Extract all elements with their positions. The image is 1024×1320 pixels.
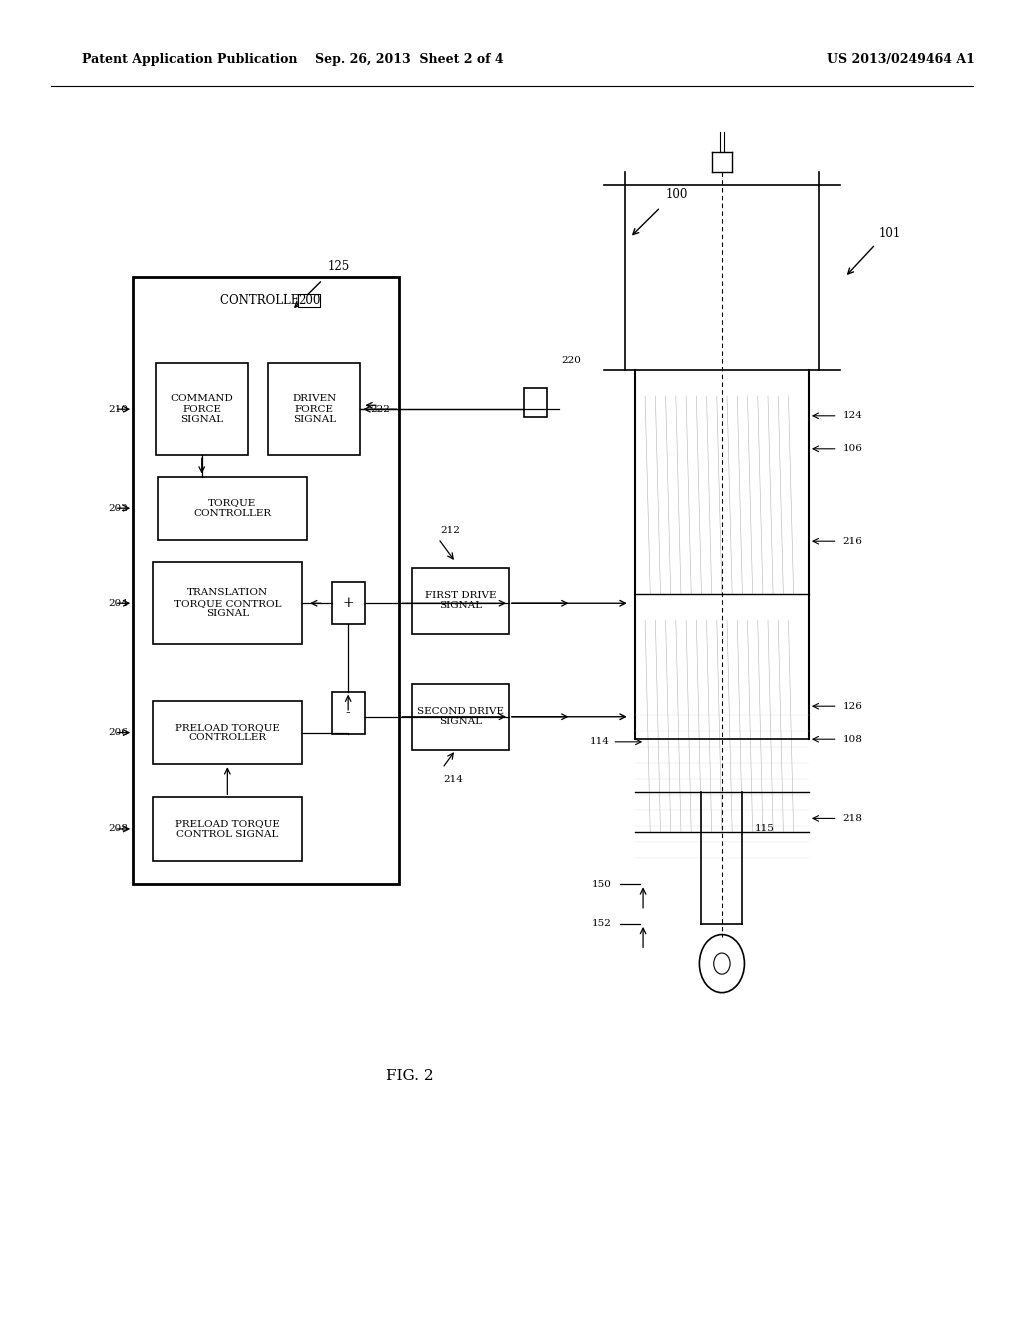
Text: 100: 100 — [666, 187, 688, 201]
Text: FIG. 2: FIG. 2 — [386, 1069, 433, 1082]
Text: 152: 152 — [592, 920, 611, 928]
Bar — [154, 797, 301, 861]
Text: COMMAND
FORCE
SIGNAL: COMMAND FORCE SIGNAL — [170, 395, 233, 424]
Text: 208: 208 — [109, 825, 128, 833]
Text: 216: 216 — [843, 537, 862, 545]
Text: 108: 108 — [843, 735, 862, 743]
Bar — [412, 568, 510, 634]
Bar — [154, 701, 301, 764]
Text: TRANSLATION
TORQUE CONTROL
SIGNAL: TRANSLATION TORQUE CONTROL SIGNAL — [174, 589, 281, 618]
Text: 214: 214 — [443, 775, 463, 784]
Text: -: - — [346, 706, 350, 719]
Text: TORQUE
CONTROLLER: TORQUE CONTROLLER — [194, 499, 271, 517]
Text: +: + — [342, 597, 354, 610]
Text: 150: 150 — [592, 880, 611, 888]
Bar — [154, 562, 301, 644]
Text: 200: 200 — [298, 294, 321, 308]
Text: 220: 220 — [561, 356, 581, 366]
Text: 204: 204 — [109, 599, 128, 607]
Text: 206: 206 — [109, 729, 128, 737]
Text: CONTROLLER: CONTROLLER — [220, 294, 312, 308]
Text: 126: 126 — [843, 702, 862, 710]
Text: PRELOAD TORQUE
CONTROLLER: PRELOAD TORQUE CONTROLLER — [175, 723, 280, 742]
Text: 210: 210 — [109, 405, 128, 413]
Text: 114: 114 — [590, 738, 609, 746]
Bar — [524, 388, 547, 417]
Text: FIRST DRIVE
SIGNAL: FIRST DRIVE SIGNAL — [425, 591, 497, 610]
Text: US 2013/0249464 A1: US 2013/0249464 A1 — [827, 53, 975, 66]
Bar — [268, 363, 360, 455]
Bar — [133, 277, 399, 884]
Text: 106: 106 — [843, 445, 862, 453]
Bar — [159, 477, 307, 540]
Text: 218: 218 — [843, 814, 862, 822]
Text: PRELOAD TORQUE
CONTROL SIGNAL: PRELOAD TORQUE CONTROL SIGNAL — [175, 820, 280, 838]
Bar — [332, 692, 365, 734]
Text: Patent Application Publication: Patent Application Publication — [82, 53, 297, 66]
Bar — [412, 684, 510, 750]
Text: 212: 212 — [440, 525, 460, 535]
Text: 222: 222 — [371, 405, 390, 413]
Bar — [156, 363, 248, 455]
Text: 124: 124 — [843, 412, 862, 420]
Text: Sep. 26, 2013  Sheet 2 of 4: Sep. 26, 2013 Sheet 2 of 4 — [315, 53, 504, 66]
Text: DRIVEN
FORCE
SIGNAL: DRIVEN FORCE SIGNAL — [292, 395, 337, 424]
Bar — [332, 582, 365, 624]
Text: 125: 125 — [328, 260, 350, 273]
Text: 101: 101 — [879, 227, 901, 240]
Text: SECOND DRIVE
SIGNAL: SECOND DRIVE SIGNAL — [418, 708, 504, 726]
Text: 115: 115 — [755, 825, 774, 833]
Text: 202: 202 — [109, 504, 128, 512]
